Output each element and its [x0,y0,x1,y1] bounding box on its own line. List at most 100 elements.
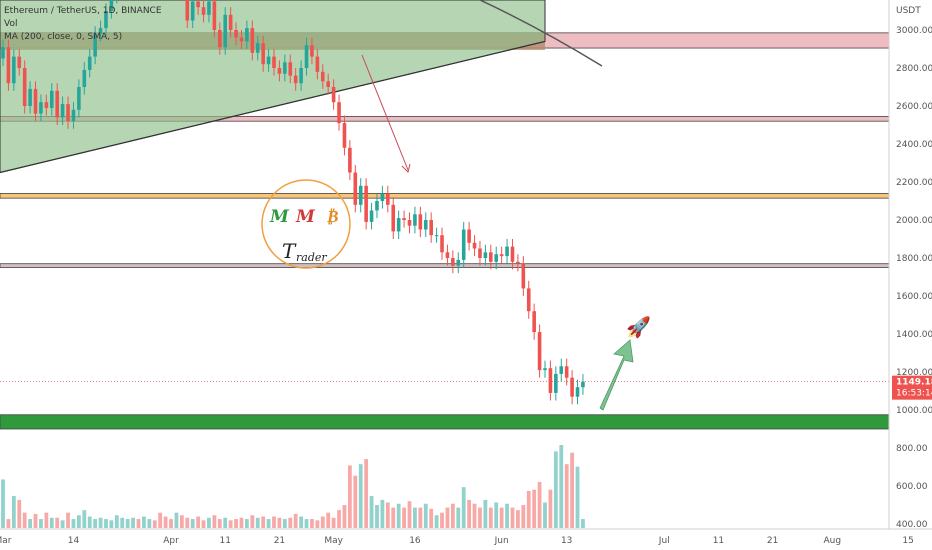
volume-bar [49,517,54,528]
legend-ma: MA (200, close, 0, SMA, 5) [4,32,122,42]
legend-volume: Vol [4,19,17,29]
price-tick-label: 800.00 [896,444,928,454]
candle-body [299,68,303,84]
candle-body [391,204,396,232]
volume-bar [272,516,276,528]
price-tick-label: 2200.00 [896,178,932,188]
candle-body [364,185,368,222]
volume-bar [120,517,125,528]
last-price-countdown: 16:53:14 [896,389,932,399]
volume-bar [142,516,146,528]
logo-letter: M [269,207,290,227]
candle-body [315,56,320,72]
time-tick-label: Jun [494,536,509,546]
candle-body [353,172,358,205]
price-tick-label: 2000.00 [896,216,932,226]
volume-bar [342,505,347,528]
volume-bar [429,508,434,528]
candle-body [418,214,423,230]
candle-body [33,88,38,114]
volume-bar [55,517,60,528]
volume-bar [472,503,477,528]
candle-body [82,69,87,87]
trader-logo: M M ₿ T rader [261,179,351,269]
volume-bar [212,515,217,528]
volume-bar [526,490,531,528]
zone-4 [0,263,890,268]
volume-bar [353,475,358,528]
time-tick-label: Aug [823,536,841,546]
price-tick-label: 2600.00 [896,102,932,112]
price-tick-label: 3000.00 [896,26,932,36]
candle-body [234,30,238,38]
volume-bar [234,519,238,528]
candle-body [521,263,526,289]
candle-body [331,87,336,103]
candle-body [510,246,515,262]
candle-body [494,254,499,262]
volume-bar [380,499,385,528]
zone-5 [0,414,890,430]
candle-body [570,377,574,397]
volume-bar [548,489,553,528]
candle-body [532,311,536,333]
time-tick-label: 21 [274,536,285,546]
candle-body [104,11,108,29]
volume-bar [461,487,466,528]
volume-bar [445,507,450,528]
volume-bar [147,519,152,528]
volume-bar [82,510,87,528]
volume-bar [104,519,108,528]
volume-bar [570,452,574,528]
time-tick-label: 16 [409,536,421,546]
volume-bar [44,512,49,528]
candle-body [499,254,504,257]
candle-body [228,14,233,30]
candle-body [358,185,363,205]
volume-bar [413,507,417,528]
volume-bar [277,517,282,528]
candle-body [245,28,249,42]
candle-body [548,368,553,393]
volume-bar [114,515,119,528]
volume-bar [76,515,81,528]
volume-bar [337,510,341,528]
up-arrow [599,339,634,411]
volume-bar [494,502,499,528]
volume-bar [158,512,163,528]
candle-body [77,87,81,110]
volume-bar [196,516,201,528]
candle-body [71,109,76,122]
candle-body [109,0,114,11]
candle-body [22,68,27,106]
logo-letter: ₿ [326,207,339,227]
volume-bar [93,519,98,528]
candle-body [304,45,309,68]
volume-bar [553,451,558,528]
volume-bar [163,516,168,528]
candle-body [413,214,417,226]
time-tick-label: Apr [163,536,179,546]
candle-body [348,147,352,173]
volume-bar [190,519,195,528]
volume-bar [109,520,114,528]
legend-symbol: Ethereum / TetherUS, 1D, BINANCE [4,6,162,16]
volume-bar [60,520,65,528]
last-price-value: 1149.18 [896,378,932,388]
volume-bar [385,502,390,528]
volume-bar [396,503,401,528]
volume-bar [521,505,526,528]
wedge-pattern [0,0,546,174]
volume-bar [228,520,233,528]
volume-bar [375,505,379,528]
price-tick-label: 400.00 [896,520,928,530]
candle-body [266,56,271,65]
candle-body [320,71,325,82]
volume-bar [201,520,206,528]
volume-bar [499,507,504,528]
volume-bar [22,512,27,528]
candle-body [223,14,228,48]
volume-bar [98,517,103,528]
candle-body [207,1,211,15]
